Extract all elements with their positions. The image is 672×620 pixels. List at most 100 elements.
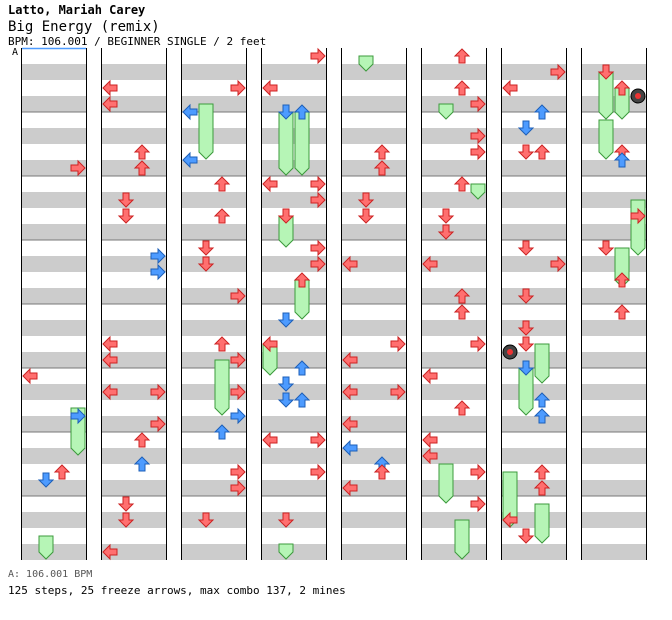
step-arrow [422,431,438,449]
beat-stripe [22,64,86,80]
freeze-arrow [438,463,454,504]
step-arrow [597,64,615,80]
beat-stripe [182,352,246,368]
step-arrow [277,104,295,120]
beat-stripe [582,384,646,400]
step-arrow [182,151,198,169]
beat-stripe [22,384,86,400]
step-arrow [293,360,311,376]
step-arrow [102,351,118,369]
beat-stripe [22,448,86,464]
beat-stripe [262,64,326,80]
step-arrow [517,288,535,304]
beat-stripe [102,128,166,144]
freeze-arrow [598,119,614,160]
beat-stripe [502,512,566,528]
beat-stripe [582,288,646,304]
beat-stripe [262,288,326,304]
step-arrow [150,383,166,401]
step-arrow [630,207,646,225]
beat-stripe [262,128,326,144]
freeze-arrow [198,103,214,160]
step-arrow [470,143,486,161]
beat-stripe [342,128,406,144]
step-arrow [533,144,551,160]
step-arrow [277,512,295,528]
step-arrow [357,192,375,208]
beat-stripe [582,480,646,496]
step-arrow [502,511,518,529]
step-arrow [230,287,246,305]
beat-stripe [422,384,486,400]
beat-stripe [502,288,566,304]
beat-stripe [262,160,326,176]
step-arrow [453,176,471,192]
beat-stripe [182,480,246,496]
step-arrow [533,104,551,120]
beat-stripe [182,512,246,528]
beat-stripe [342,448,406,464]
beat-stripe [22,416,86,432]
chart-meta: BPM: 106.001 / BEGINNER SINGLE / 2 feet [8,35,267,48]
step-arrow [213,208,231,224]
beat-stripe [582,160,646,176]
step-arrow [262,79,278,97]
beat-stripe [102,64,166,80]
freeze-arrow [470,183,486,200]
song-title: Big Energy (remix) [8,19,160,35]
step-arrow [262,175,278,193]
beat-stripe [502,480,566,496]
beat-stripe [582,416,646,432]
beat-stripe [342,256,406,272]
step-arrow [277,376,295,392]
beat-stripe [422,320,486,336]
beat-stripe [422,64,486,80]
beat-stripe [342,416,406,432]
beat-stripe [102,480,166,496]
beat-stripe [422,224,486,240]
beat-stripe [342,288,406,304]
beat-stripe [502,384,566,400]
beat-stripe [262,384,326,400]
step-arrow [342,439,358,457]
step-arrow [262,335,278,353]
step-arrow [133,456,151,472]
step-arrow [342,479,358,497]
step-arrow [150,263,166,281]
step-arrow [230,479,246,497]
bpm-marker: A [12,47,19,58]
step-arrow [213,176,231,192]
freeze-arrow [278,543,294,560]
beat-stripe [182,384,246,400]
freeze-arrow [438,103,454,120]
step-arrow [437,224,455,240]
beat-stripe [422,192,486,208]
beat-stripe [262,544,326,560]
step-arrow [310,463,326,481]
beat-stripe [262,352,326,368]
step-arrow [102,543,118,561]
step-arrow [373,464,391,480]
step-arrow [422,255,438,273]
step-arrow [310,431,326,449]
beat-stripe [182,256,246,272]
beat-stripe [102,352,166,368]
beat-stripe [102,512,166,528]
beat-stripe [582,96,646,112]
beat-stripe [102,544,166,560]
step-arrow [453,400,471,416]
step-arrow [517,320,535,336]
step-arrow [357,208,375,224]
step-arrow [70,407,86,425]
step-arrow [550,63,566,81]
step-arrow [230,351,246,369]
beat-stripe [582,64,646,80]
beat-stripe [22,288,86,304]
step-arrow [133,144,151,160]
step-arrow [613,152,631,168]
step-arrow [102,95,118,113]
beat-stripe [502,224,566,240]
step-arrow [277,208,295,224]
step-arrow [533,464,551,480]
